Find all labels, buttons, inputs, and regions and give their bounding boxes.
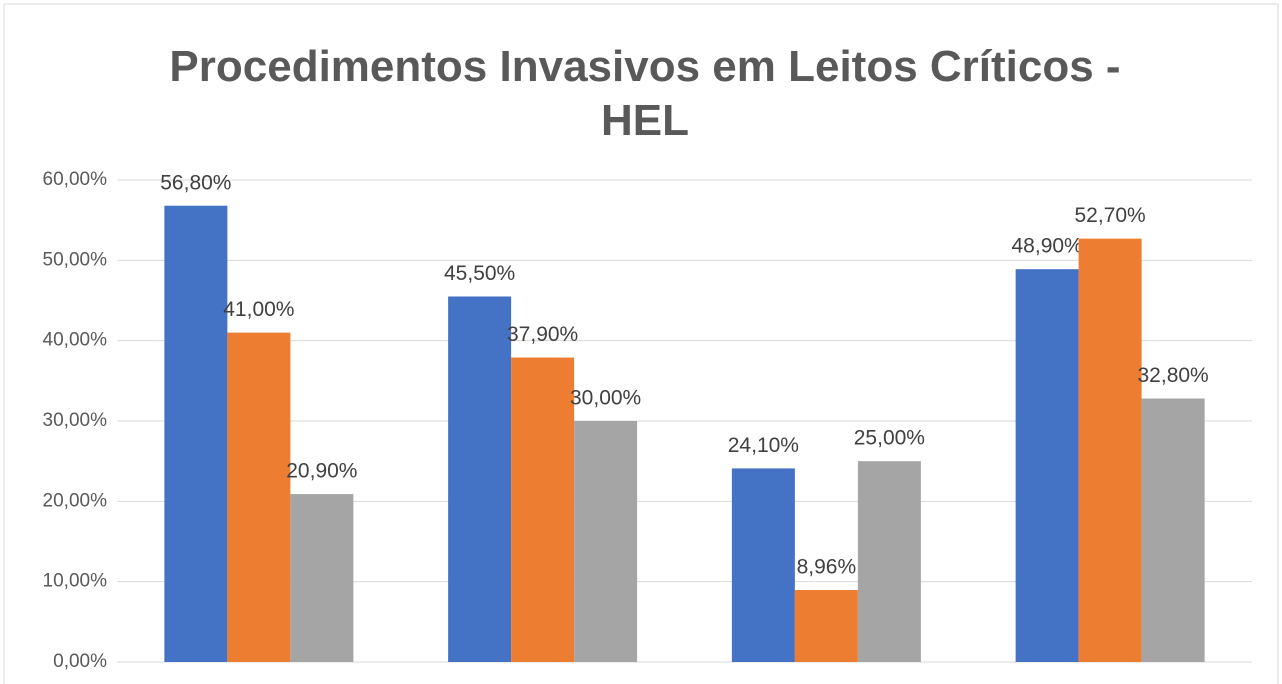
bar [511, 357, 575, 662]
bar [1078, 238, 1142, 663]
y-tick-label: 60,00% [43, 169, 108, 190]
chart-border [3, 3, 1279, 684]
bar [290, 494, 354, 662]
y-tick-label: 50,00% [43, 249, 108, 270]
bar [227, 332, 291, 662]
data-label: 24,10% [728, 434, 799, 457]
data-label: 25,00% [854, 427, 925, 450]
data-label: 56,80% [160, 171, 231, 194]
y-tick-label: 40,00% [43, 330, 108, 351]
data-label: 37,90% [507, 323, 578, 346]
bar [731, 468, 795, 662]
y-tick-label: 10,00% [43, 571, 108, 592]
data-label: 32,80% [1138, 364, 1209, 387]
bar [448, 296, 512, 662]
y-tick-label: 0,00% [53, 651, 107, 672]
y-tick-label: 30,00% [43, 410, 108, 431]
bar [164, 205, 228, 662]
data-label: 52,70% [1075, 204, 1146, 227]
data-label: 41,00% [223, 298, 294, 321]
bar [857, 461, 921, 662]
data-label: 48,90% [1012, 235, 1083, 258]
bar [1015, 269, 1079, 662]
chart-title: Procedimentos Invasivos em Leitos Crític… [169, 42, 1121, 145]
bar [794, 590, 858, 662]
data-label: 30,00% [570, 387, 641, 410]
data-label: 8,96% [797, 556, 857, 579]
y-tick-label: 20,00% [43, 490, 108, 511]
data-label: 20,90% [286, 460, 357, 483]
bar [574, 421, 638, 662]
data-label: 45,50% [444, 262, 515, 285]
bar [1141, 398, 1205, 662]
